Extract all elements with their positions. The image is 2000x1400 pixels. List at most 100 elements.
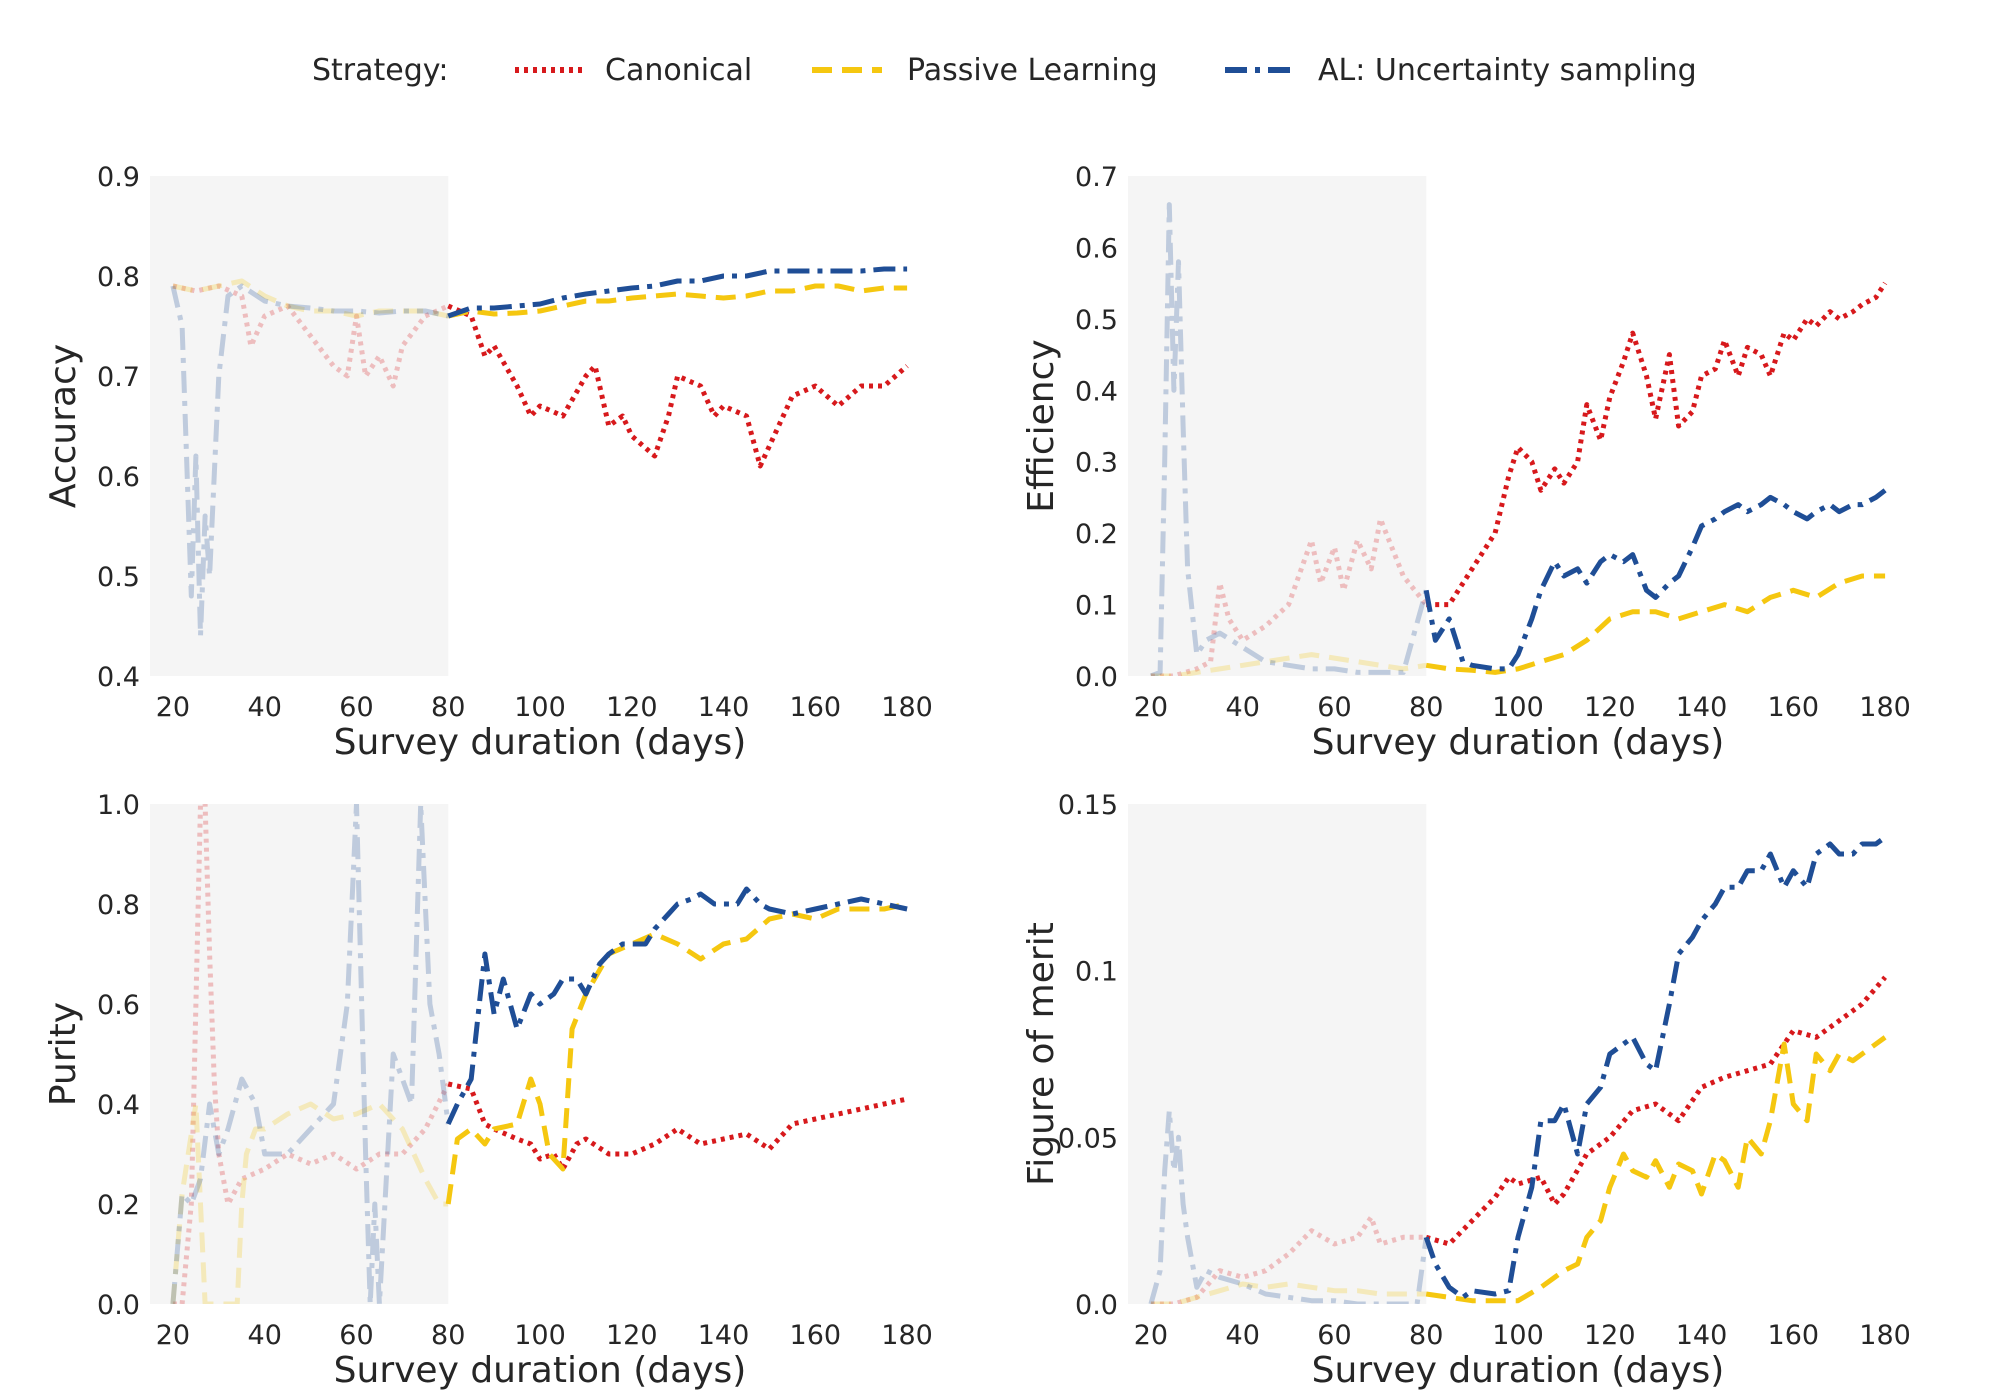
purity-x-tick-label: 180 <box>881 1320 933 1351</box>
accuracy-x-tick-label: 100 <box>514 692 566 723</box>
efficiency-y-tick-label: 0.2 <box>1075 519 1118 550</box>
efficiency-shaded-region <box>1128 176 1427 676</box>
efficiency-y-tick-label: 0.1 <box>1075 591 1118 622</box>
figure-of-merit-y-axis-label: Figure of merit <box>1021 922 1062 1186</box>
accuracy-panel: 20 40 60 80 100 120 140 160 180 0.4 0.5 0.6 0.7 0.8 0.… <box>43 162 933 763</box>
figure-of-merit-al-uncertainty-sampling-line <box>1423 835 1887 1300</box>
purity-y-axis-label: Purity <box>43 1002 84 1106</box>
accuracy-y-tick-label: 0.5 <box>97 562 140 593</box>
purity-x-tick-label: 40 <box>248 1320 282 1351</box>
accuracy-al-uncertainty-sampling-burnin-line <box>170 283 449 639</box>
efficiency-x-tick-label: 20 <box>1134 692 1168 723</box>
purity-canonical-burnin-line <box>172 804 451 1304</box>
figure-of-merit-x-axis-label: Survey duration (days) <box>1312 1350 1725 1391</box>
figure-of-merit-x-tick-label: 120 <box>1584 1320 1636 1351</box>
purity-x-tick-label: 60 <box>339 1320 373 1351</box>
efficiency-y-tick-label: 0.5 <box>1075 305 1118 336</box>
efficiency-x-tick-label: 60 <box>1317 692 1351 723</box>
purity-passive-learning-burnin-line <box>170 1101 449 1304</box>
purity-shaded-region <box>150 804 449 1304</box>
figure-of-merit-x-tick-label: 60 <box>1317 1320 1351 1351</box>
purity-y-tick-label: 0.2 <box>97 1190 140 1221</box>
purity-x-tick-label: 100 <box>514 1320 566 1351</box>
efficiency-x-tick-label: 120 <box>1584 692 1636 723</box>
efficiency-al-uncertainty-sampling-line <box>1423 488 1887 672</box>
efficiency-x-tick-label: 160 <box>1768 692 1820 723</box>
purity-al-uncertainty-sampling-burnin-line <box>170 804 451 1304</box>
efficiency-x-tick-label: 100 <box>1492 692 1544 723</box>
purity-canonical-line <box>447 1081 908 1172</box>
purity-x-tick-label: 80 <box>431 1320 465 1351</box>
figure-of-merit-x-tick-label: 100 <box>1492 1320 1544 1351</box>
legend-title: Strategy: <box>312 53 448 88</box>
accuracy-al-uncertainty-sampling-line <box>447 266 908 319</box>
legend-label-canonical: Canonical <box>605 53 752 88</box>
accuracy-passive-learning-line <box>447 283 908 319</box>
figure-of-merit-canonical-line <box>1425 975 1887 1247</box>
efficiency-y-tick-label: 0.0 <box>1075 662 1118 693</box>
figure-of-merit-al-uncertainty-sampling-burnin-line <box>1148 1108 1429 1304</box>
efficiency-y-axis-label: Efficiency <box>1021 339 1062 512</box>
figure-of-merit-panel: 20 40 60 80 100 120 140 160 180 0.0 0.05 0.1 0.15 Sur… <box>1021 790 1911 1391</box>
efficiency-y-tick-label: 0.4 <box>1075 376 1118 407</box>
legend-label-al: AL: Uncertainty sampling <box>1318 53 1697 88</box>
efficiency-x-axis-label: Survey duration (days) <box>1312 722 1725 763</box>
purity-x-tick-label: 140 <box>698 1320 750 1351</box>
purity-y-tick-label: 1.0 <box>97 790 140 821</box>
purity-y-tick-label: 0.6 <box>97 990 140 1021</box>
purity-x-tick-label: 160 <box>790 1320 842 1351</box>
purity-x-tick-label: 120 <box>606 1320 658 1351</box>
efficiency-passive-learning-line <box>1425 573 1886 675</box>
accuracy-x-axis-label: Survey duration (days) <box>334 722 747 763</box>
legend-label-passive: Passive Learning <box>907 53 1158 88</box>
purity-y-tick-label: 0.0 <box>97 1290 140 1321</box>
figure-of-merit-y-tick-label: 0.05 <box>1058 1123 1118 1154</box>
accuracy-x-tick-label: 80 <box>431 692 465 723</box>
accuracy-y-tick-label: 0.9 <box>97 162 140 193</box>
figure-of-merit-x-tick-label: 20 <box>1134 1320 1168 1351</box>
accuracy-y-tick-label: 0.7 <box>97 362 140 393</box>
figure-of-merit-passive-learning-line <box>1425 1035 1887 1304</box>
figure-of-merit-x-tick-label: 160 <box>1768 1320 1820 1351</box>
figure-of-merit-x-tick-label: 80 <box>1409 1320 1443 1351</box>
accuracy-x-tick-label: 160 <box>790 692 842 723</box>
accuracy-x-tick-label: 140 <box>698 692 750 723</box>
efficiency-x-tick-label: 80 <box>1409 692 1443 723</box>
purity-y-tick-label: 0.8 <box>97 890 140 921</box>
accuracy-shaded-region <box>150 176 449 676</box>
purity-panel: 20 40 60 80 100 120 140 160 180 0.0 0.2 0.4 0.6 0.8 1.… <box>43 790 933 1391</box>
efficiency-x-tick-label: 140 <box>1676 692 1728 723</box>
accuracy-x-tick-label: 60 <box>339 692 373 723</box>
figure-of-merit-x-tick-label: 140 <box>1676 1320 1728 1351</box>
figure-of-merit-shaded-region <box>1128 804 1427 1304</box>
accuracy-y-axis-label: Accuracy <box>43 344 84 508</box>
accuracy-canonical-line <box>447 303 909 469</box>
efficiency-x-tick-label: 180 <box>1859 692 1911 723</box>
efficiency-y-tick-label: 0.7 <box>1075 162 1118 193</box>
accuracy-x-tick-label: 120 <box>606 692 658 723</box>
efficiency-y-tick-label: 0.3 <box>1075 448 1118 479</box>
legend: Strategy: Canonical Passive Learning AL:… <box>312 53 1697 88</box>
purity-x-axis-label: Survey duration (days) <box>334 1350 747 1391</box>
purity-al-uncertainty-sampling-line <box>445 886 908 1126</box>
accuracy-x-tick-label: 40 <box>248 692 282 723</box>
purity-y-tick-label: 0.4 <box>97 1090 140 1121</box>
accuracy-x-tick-label: 180 <box>881 692 933 723</box>
figure-of-merit-passive-learning-burnin-line <box>1150 1281 1427 1304</box>
figure-of-merit-y-tick-label: 0.15 <box>1058 790 1118 821</box>
purity-x-tick-label: 20 <box>156 1320 190 1351</box>
accuracy-y-tick-label: 0.8 <box>97 262 140 293</box>
efficiency-passive-learning-burnin-line <box>1150 652 1427 676</box>
accuracy-passive-learning-burnin-line <box>172 278 449 319</box>
accuracy-x-tick-label: 20 <box>156 692 190 723</box>
efficiency-al-uncertainty-sampling-burnin-line <box>1149 202 1429 676</box>
figure-of-merit-y-tick-label: 0.0 <box>1075 1290 1118 1321</box>
efficiency-x-tick-label: 40 <box>1226 692 1260 723</box>
accuracy-y-tick-label: 0.6 <box>97 462 140 493</box>
figure-of-merit-canonical-burnin-line <box>1150 1214 1427 1304</box>
figure-of-merit-x-tick-label: 40 <box>1226 1320 1260 1351</box>
purity-passive-learning-line <box>445 901 908 1205</box>
efficiency-y-tick-label: 0.6 <box>1075 233 1118 264</box>
accuracy-canonical-burnin-line <box>172 283 450 389</box>
